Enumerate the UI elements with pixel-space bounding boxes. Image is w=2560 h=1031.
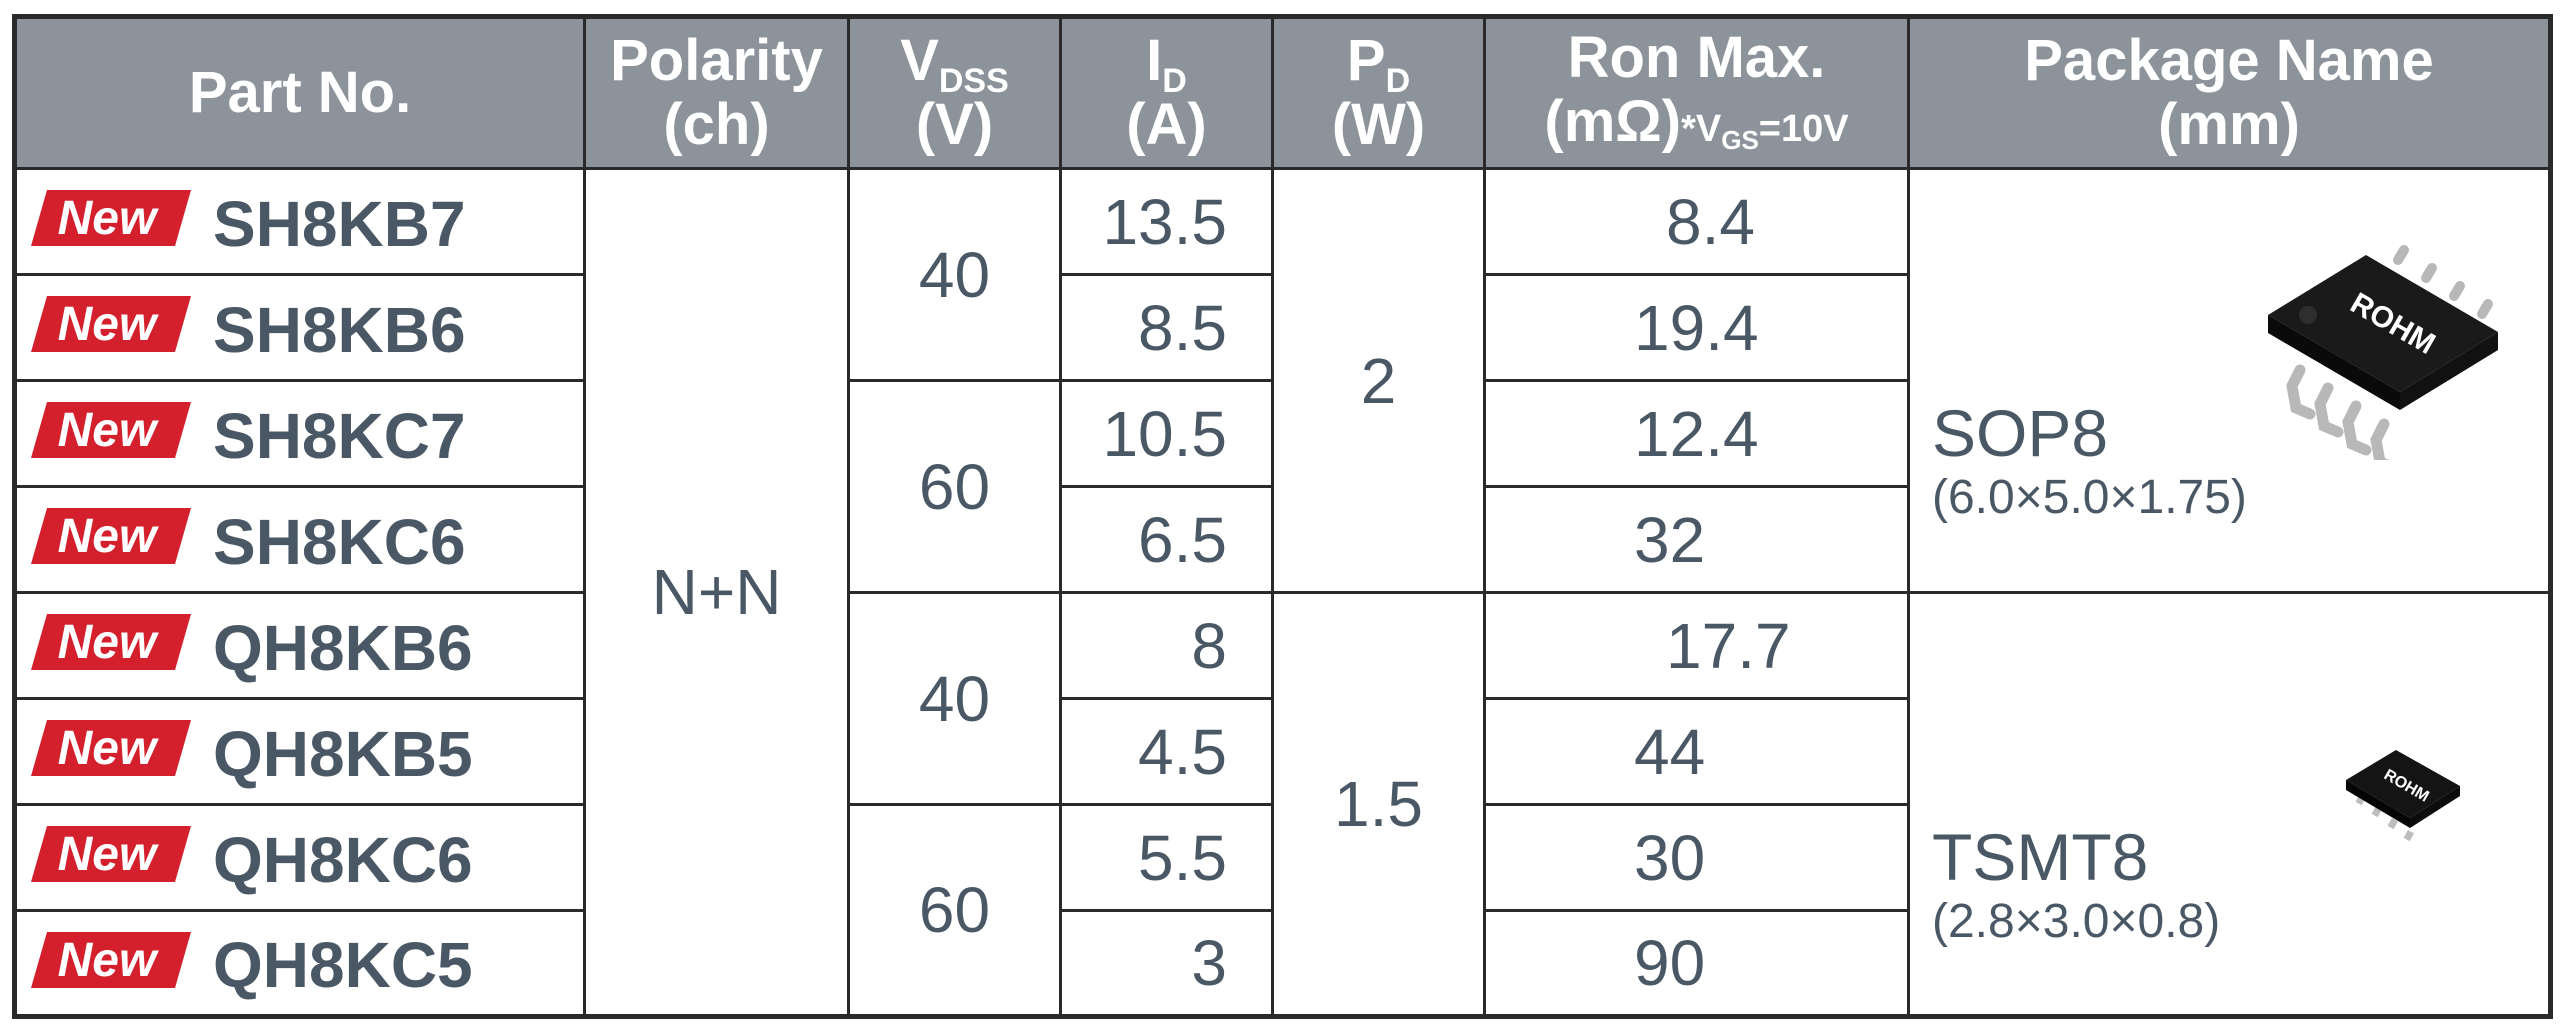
id-cell: 8.5 — [1059, 273, 1274, 382]
id-cell: 5.5 — [1059, 803, 1274, 912]
part-number: QH8KB6 — [213, 612, 473, 685]
header-package: Package Name (mm) — [1907, 15, 2552, 170]
mosfet-spec-table: Part No. Polarity (ch) VDSS (V) ID (A) PD (W… — [12, 14, 2553, 1019]
ron-cell: 8.4 — [1483, 167, 1910, 276]
table-row: New QH8KB5 4.5 44 — [13, 697, 2551, 806]
part-number: SH8KC7 — [213, 400, 466, 473]
part-number: QH8KB5 — [213, 718, 473, 791]
part-number: QH8KC6 — [213, 824, 473, 897]
sop8-chip-image: ROHM — [2248, 220, 2528, 475]
id-cell: 8 — [1059, 591, 1274, 700]
header-part-no: Part No. — [13, 15, 586, 170]
part-no-cell: New QH8KC5 — [13, 909, 586, 1018]
part-no-cell: New QH8KB5 — [13, 697, 586, 806]
svg-text:New: New — [58, 934, 159, 987]
table-row: New SH8KC6 6.5 32 — [13, 485, 2551, 594]
vdss-cell: 60 — [847, 803, 1062, 1018]
svg-text:New: New — [58, 192, 159, 245]
vdss-cell: 40 — [847, 167, 1062, 382]
part-no-cell: New SH8KB7 — [13, 167, 586, 276]
part-number: SH8KC6 — [213, 506, 466, 579]
svg-text:New: New — [58, 722, 159, 775]
header-pd: PD (W) — [1271, 15, 1486, 170]
new-badge: New — [31, 611, 191, 685]
header-id: ID (A) — [1059, 15, 1274, 170]
header-ron: Ron Max. (mΩ)*VGS=10V — [1483, 15, 1910, 170]
ron-cell: 32 — [1483, 485, 1910, 594]
part-number: SH8KB6 — [213, 294, 466, 367]
table-row: New QH8KB6 40 8 1.5 17.7 ROHM TSMT8 (2.8×3.0×0.8… — [13, 591, 2552, 1018]
ron-cell: 19.4 — [1483, 273, 1910, 382]
svg-text:New: New — [58, 828, 159, 881]
id-cell: 3 — [1059, 909, 1274, 1018]
table-row: New SH8KB7 N+N 40 13.5 2 8.4 ROHM SOP8 (6.0×5.0×1… — [13, 167, 2552, 1018]
id-cell: 6.5 — [1059, 485, 1274, 594]
id-cell: 4.5 — [1059, 697, 1274, 806]
package-cell: ROHM SOP8 (6.0×5.0×1.75) — [1907, 167, 2552, 594]
ron-cell: 12.4 — [1483, 379, 1910, 488]
header-vdss: VDSS (V) — [847, 15, 1062, 170]
new-badge: New — [31, 505, 191, 579]
part-no-cell: New QH8KC6 — [13, 803, 586, 912]
package-cell: ROHM TSMT8 (2.8×3.0×0.8) — [1907, 591, 2552, 1018]
pd-cell: 2 — [1271, 167, 1486, 594]
table-row: New SH8KC7 60 10.5 12.4 — [13, 379, 2551, 594]
part-no-cell: New SH8KC6 — [13, 485, 586, 594]
new-badge: New — [31, 399, 191, 473]
svg-text:New: New — [58, 298, 159, 351]
svg-text:New: New — [58, 404, 159, 457]
pd-cell: 1.5 — [1271, 591, 1486, 1018]
id-cell: 10.5 — [1059, 379, 1274, 488]
table-row: New QH8KC6 60 5.5 30 — [13, 803, 2551, 1018]
polarity-cell: N+N — [583, 167, 850, 1018]
package-dimensions: (2.8×3.0×0.8) — [1932, 895, 2221, 948]
vdss-cell: 60 — [847, 379, 1062, 594]
table-row: New QH8KC5 3 90 — [13, 909, 2551, 1018]
tsmt8-chip-image: ROHM — [2338, 722, 2468, 867]
id-cell: 13.5 — [1059, 167, 1274, 276]
part-no-cell: New SH8KC7 — [13, 379, 586, 488]
new-badge: New — [31, 929, 191, 1003]
new-badge: New — [31, 187, 191, 261]
package-name: TSMT8 — [1932, 820, 2149, 894]
ron-cell: 30 — [1483, 803, 1910, 912]
new-badge: New — [31, 823, 191, 897]
new-badge: New — [31, 717, 191, 791]
ron-cell: 44 — [1483, 697, 1910, 806]
part-no-cell: New QH8KB6 — [13, 591, 586, 700]
part-number: SH8KB7 — [213, 188, 466, 261]
svg-text:New: New — [58, 616, 159, 669]
package-name: SOP8 — [1932, 396, 2109, 470]
table-row: New SH8KB6 8.5 19.4 — [13, 273, 2551, 382]
svg-text:New: New — [58, 510, 159, 563]
part-no-cell: New SH8KB6 — [13, 273, 586, 382]
package-dimensions: (6.0×5.0×1.75) — [1932, 471, 2247, 524]
header-polarity: Polarity (ch) — [583, 15, 850, 170]
new-badge: New — [31, 293, 191, 367]
ron-cell: 90 — [1483, 909, 1910, 1018]
vdss-cell: 40 — [847, 591, 1062, 806]
ron-cell: 17.7 — [1483, 591, 1910, 700]
part-number: QH8KC5 — [213, 929, 473, 1002]
header-row: Part No. Polarity (ch) VDSS (V) ID (A) PD (W… — [13, 15, 2552, 170]
